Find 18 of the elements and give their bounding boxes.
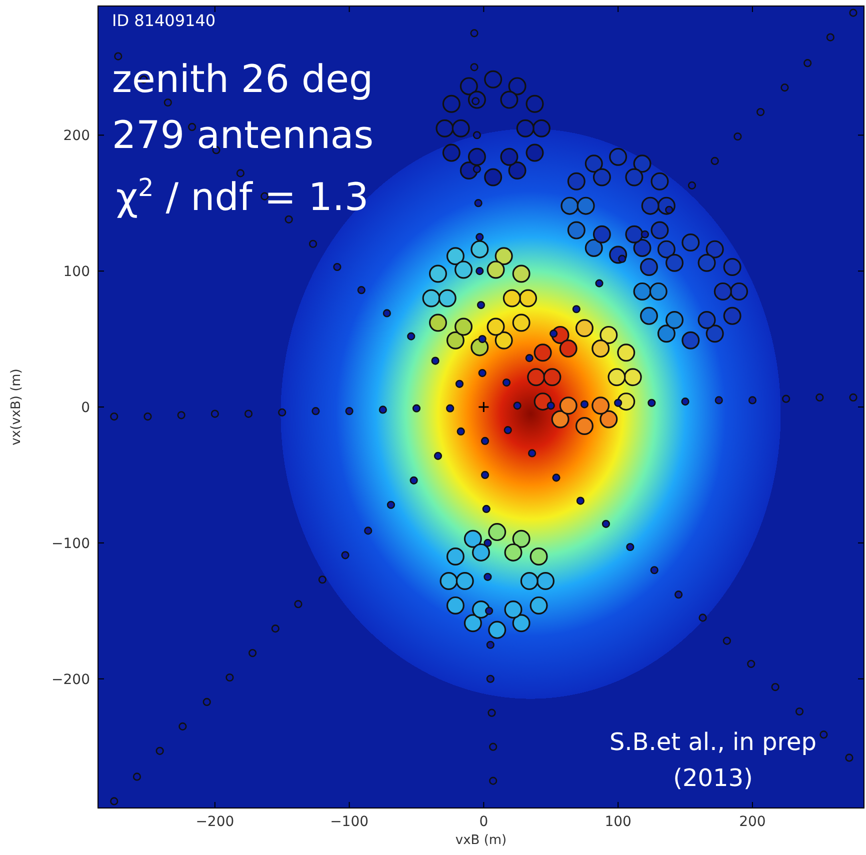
x-tick-label: 100: [604, 814, 632, 830]
annotation: zenith 26 deg: [112, 57, 374, 101]
annotation: χ$^{2}$ / ndf = 1.3: [116, 172, 369, 219]
y-tick-label: −200: [52, 672, 90, 688]
x-axis-title: vxB (m): [455, 833, 507, 848]
y-tick-label: 0: [81, 400, 90, 416]
y-tick-label: 200: [63, 128, 90, 144]
x-tick-label: 0: [479, 814, 488, 830]
y-tick-label: 100: [63, 264, 90, 280]
y-axis-title: vx(vxB) (m): [9, 368, 24, 446]
y-tick-label: −100: [52, 536, 90, 552]
annotation: 279 antennas: [112, 113, 374, 157]
annotation: S.B.et al., in prep: [609, 728, 817, 756]
x-tick-label: −200: [196, 814, 234, 830]
annotation: ID 81409140: [112, 11, 216, 30]
annotation: (2013): [673, 764, 753, 792]
x-tick-label: −100: [330, 814, 369, 830]
x-tick-label: 200: [739, 814, 766, 830]
